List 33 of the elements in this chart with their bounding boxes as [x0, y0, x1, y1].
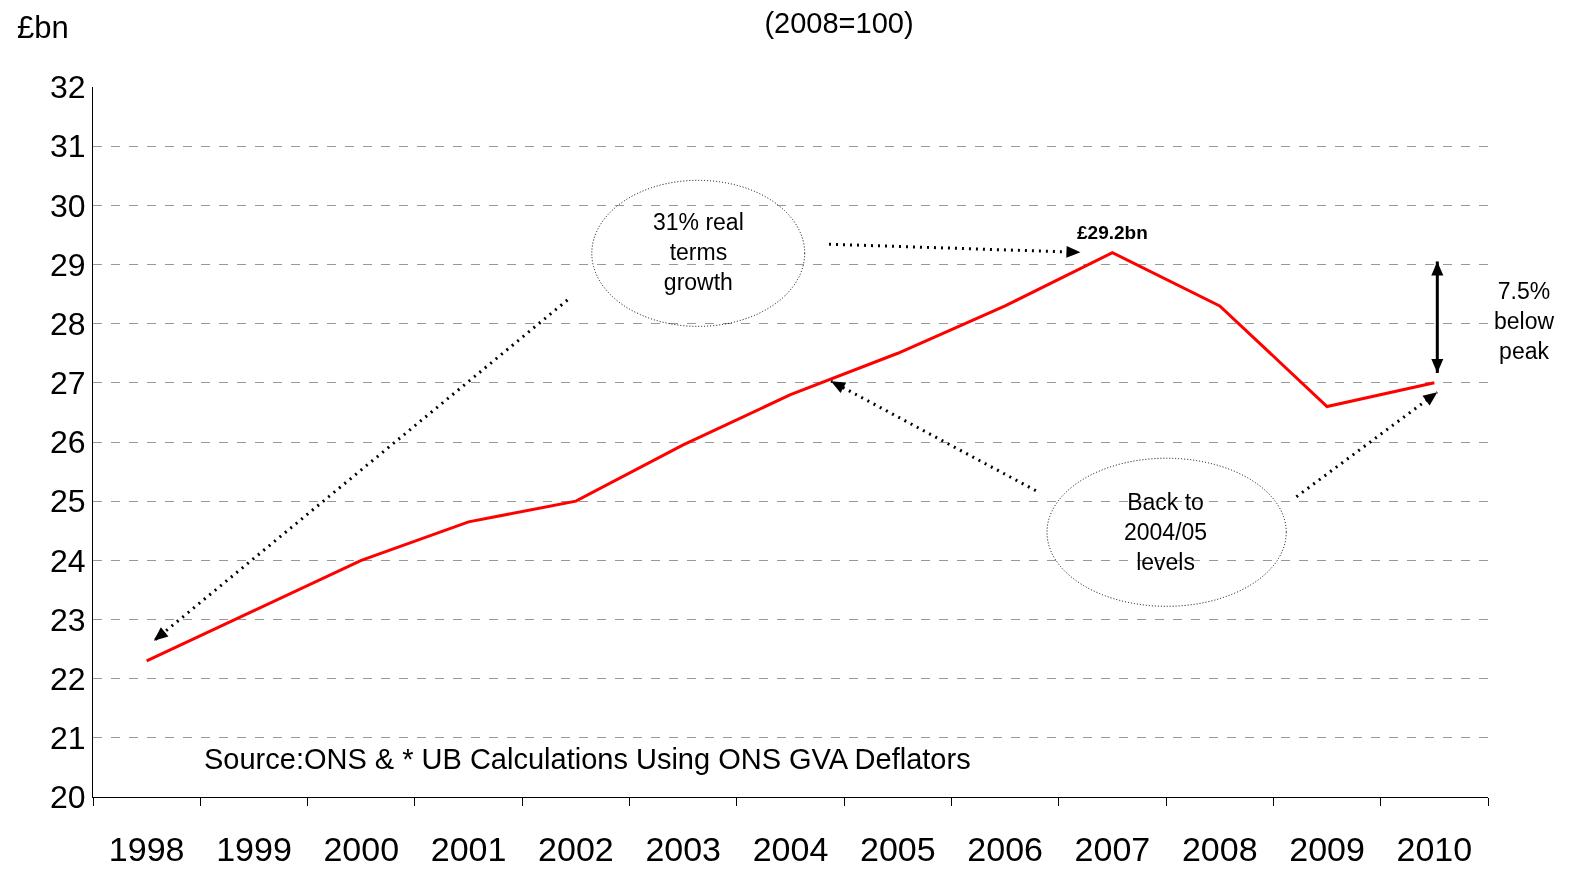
y-tick-label: 24	[50, 542, 86, 579]
x-tick-label: 2005	[859, 829, 936, 868]
y-tick-label: 32	[50, 69, 86, 106]
x-tick-label: 1998	[108, 829, 185, 868]
y-tick-label: 20	[50, 779, 86, 816]
x-tick-label: 2003	[645, 829, 722, 868]
x-tick-label: 2006	[967, 829, 1043, 868]
x-tick-label: 2001	[430, 829, 507, 868]
y-tick-label: 21	[50, 720, 86, 757]
x-tick-label: 2010	[1396, 829, 1473, 868]
y-tick-label: 26	[50, 424, 86, 461]
x-tick-label: 2000	[323, 829, 400, 868]
text: 7.5% below peak	[1494, 278, 1555, 364]
y-tick-label: 27	[50, 365, 86, 402]
x-tick-label: 1999	[216, 829, 292, 868]
annotation: Back to 2004/05 levels	[1124, 489, 1208, 575]
annotation: £29.2bn	[1077, 222, 1148, 243]
y-tick-label: 29	[50, 246, 86, 283]
y-tick-label: 25	[50, 483, 86, 520]
y-axis-title: £bn	[17, 10, 69, 45]
x-tick-label: 2002	[538, 829, 614, 868]
x-tick-label: 2007	[1074, 829, 1151, 868]
x-tick-label: 2004	[752, 829, 829, 868]
y-tick-label: 30	[50, 187, 86, 224]
chart-title: (2008=100)	[764, 7, 914, 40]
x-tick-label: 2009	[1289, 829, 1365, 868]
y-tick-label: 22	[50, 660, 86, 697]
annotation: Source:ONS & * UB Calculations Using ONS GVA Deflators	[204, 743, 971, 775]
annotation: 31% real terms growth	[653, 209, 744, 295]
y-tick-label: 28	[50, 305, 86, 342]
y-tick-label: 31	[50, 128, 86, 165]
x-tick-label: 2008	[1181, 829, 1258, 868]
y-tick-label: 23	[50, 601, 86, 638]
